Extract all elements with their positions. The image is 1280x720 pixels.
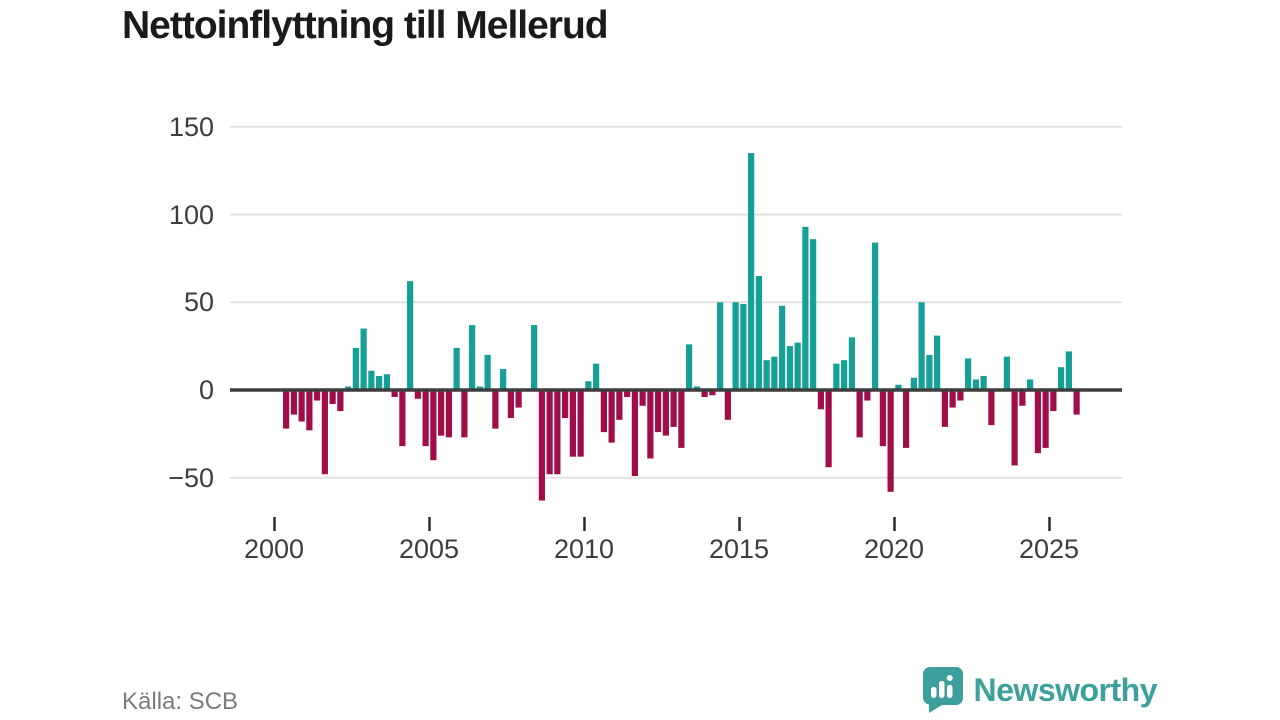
newsworthy-chart-bubble-icon (922, 667, 963, 713)
x-tick-label: 2010 (553, 534, 615, 564)
y-tick-label: 100 (168, 200, 214, 230)
newsworthy-brand: Newsworthy (922, 666, 1158, 714)
y-tick-label: −50 (168, 463, 214, 493)
chart-title: Nettoinflyttning till Mellerud (122, 4, 609, 47)
x-tick-label: 2025 (1018, 534, 1080, 564)
x-tick-label: 2015 (708, 534, 770, 564)
x-tick-label: 2000 (243, 534, 305, 564)
y-tick-label: 50 (183, 287, 214, 317)
x-tick-label: 2005 (398, 534, 460, 564)
y-tick-label: 150 (168, 112, 214, 142)
x-tick-label: 2020 (863, 534, 925, 564)
source-label: Källa: SCB (122, 688, 239, 715)
y-tick-label: 0 (198, 375, 214, 405)
brand-name: Newsworthy (973, 671, 1158, 708)
